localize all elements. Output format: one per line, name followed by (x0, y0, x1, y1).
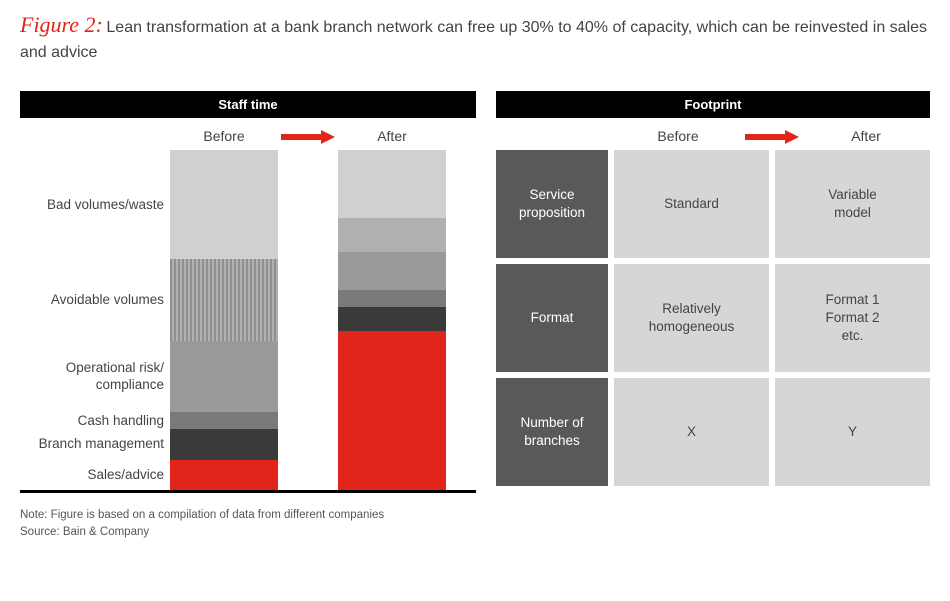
figure-label: Figure 2: (20, 12, 103, 37)
footprint-row-before: X (614, 378, 769, 486)
category-label-bad_waste: Bad volumes/waste (47, 197, 164, 213)
footprint-row-after: Variablemodel (775, 150, 930, 258)
segment-branch_mgmt (170, 429, 278, 460)
segment-sales_advice (170, 460, 278, 491)
category-label-branch_mgmt: Branch management (39, 436, 164, 452)
segment-avoidable (170, 259, 278, 341)
arrow-icon (278, 128, 338, 144)
category-label-cash_handling: Cash handling (78, 413, 164, 429)
footprint-row-head: Number ofbranches (496, 378, 608, 486)
arrow-icon (742, 128, 802, 144)
segment-op_risk (170, 341, 278, 412)
footnote-source: Source: Bain & Company (20, 524, 930, 541)
staff-chart: Sales/advice Branch management Cash handli… (20, 150, 476, 493)
staff-before-label: Before (170, 128, 278, 144)
segment-cash_handling (170, 412, 278, 429)
staff-before-after-row: Before After (20, 118, 476, 150)
segment-bad_waste (338, 150, 446, 218)
segment-bad_waste (170, 150, 278, 259)
footprint-row-after: Y (775, 378, 930, 486)
staff-category-labels: Sales/advice Branch management Cash handli… (20, 150, 170, 490)
footprint-panel: Footprint Before After Servicepropositio… (496, 91, 930, 493)
staff-time-title: Staff time (20, 91, 476, 118)
footprint-row-before: Standard (614, 150, 769, 258)
footnote: Note: Figure is based on a compilation o… (20, 507, 930, 540)
segment-sales_advice (338, 331, 446, 491)
panels: Staff time Before After Sales/advice Bran… (20, 91, 930, 493)
footprint-title: Footprint (496, 91, 930, 118)
footprint-row: Number ofbranchesXY (496, 378, 930, 486)
staff-bar-before (170, 150, 278, 490)
figure-caption: Lean transformation at a bank branch net… (20, 19, 927, 61)
footprint-before-label: Before (614, 128, 742, 144)
footprint-after-label: After (802, 128, 930, 144)
footprint-row: FormatRelativelyhomogeneousFormat 1Forma… (496, 264, 930, 372)
segment-op_risk (338, 252, 446, 289)
staff-after-label: After (338, 128, 446, 144)
category-label-avoidable: Avoidable volumes (51, 292, 164, 308)
staff-time-panel: Staff time Before After Sales/advice Bran… (20, 91, 476, 493)
figure-header: Figure 2: Lean transformation at a bank … (20, 8, 930, 65)
footprint-row-after: Format 1Format 2etc. (775, 264, 930, 372)
footprint-row-before: Relativelyhomogeneous (614, 264, 769, 372)
segment-avoidable (338, 218, 446, 252)
category-label-op_risk: Operational risk/compliance (66, 360, 164, 392)
segment-branch_mgmt (338, 307, 446, 331)
footprint-row-head: Serviceproposition (496, 150, 608, 258)
footprint-row: ServicepropositionStandardVariablemodel (496, 150, 930, 258)
footprint-table: ServicepropositionStandardVariablemodelF… (496, 150, 930, 486)
footprint-row-head: Format (496, 264, 608, 372)
category-label-sales_advice: Sales/advice (87, 467, 164, 483)
staff-bar-after (338, 150, 446, 490)
footprint-before-after-row: Before After (496, 118, 930, 150)
footnote-note: Note: Figure is based on a compilation o… (20, 507, 930, 524)
segment-cash_handling (338, 290, 446, 307)
